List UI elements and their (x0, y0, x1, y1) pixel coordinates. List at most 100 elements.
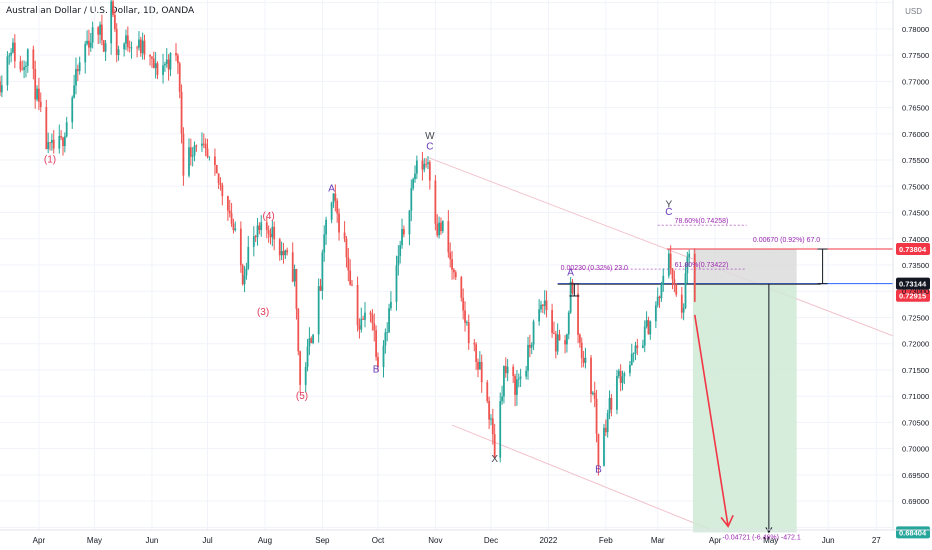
candle-body (369, 312, 372, 315)
candle-body (453, 269, 455, 273)
candle-body (156, 63, 159, 75)
candle-body (221, 184, 224, 197)
candle-body (553, 332, 555, 334)
candle-body (208, 156, 211, 158)
candle-body (451, 259, 453, 270)
price-tag-bg (896, 526, 930, 539)
currency-label: USD (905, 7, 922, 16)
candle-body (656, 296, 659, 306)
candle-body (308, 338, 311, 347)
candle-body (504, 366, 507, 374)
price-tick-label: 0.72500 (902, 313, 929, 322)
candle-body (23, 67, 25, 70)
candle-body (306, 346, 309, 368)
wave-label: (4) (263, 211, 275, 222)
candle-body (603, 427, 605, 466)
candle-body (169, 53, 172, 70)
candle-body (643, 326, 646, 346)
candle-body (76, 69, 79, 72)
price-tick-label: 0.75500 (902, 156, 929, 165)
candle-body (501, 396, 503, 402)
candle-body (554, 333, 557, 352)
candle-body (488, 401, 491, 420)
candle-body (204, 143, 207, 149)
candle-body (528, 344, 531, 348)
candle-body (410, 188, 413, 211)
candle-body (567, 312, 570, 335)
candle-body (45, 107, 48, 150)
candle-body (571, 281, 574, 294)
candle-body (427, 162, 429, 164)
projection-arrow (693, 314, 729, 527)
time-tick-label: Jun (145, 536, 158, 545)
candle-body (362, 318, 365, 320)
candle-body (684, 273, 687, 308)
candle-body (139, 39, 142, 54)
candle-body (675, 284, 678, 295)
candle-body (284, 250, 287, 256)
time-tick-label: Apr (709, 536, 722, 545)
candle-body (102, 40, 105, 52)
candle-body (621, 376, 624, 383)
candle-body (141, 40, 144, 54)
candle-body (641, 345, 644, 348)
candle-body (180, 91, 183, 134)
time-tick-label: Mar (651, 536, 665, 545)
candle-body (408, 210, 411, 235)
candle-body (136, 47, 138, 49)
candle-body (629, 365, 631, 374)
candle-body (299, 351, 302, 385)
candle-body (532, 321, 535, 345)
candle-body (304, 367, 307, 385)
candle-body (608, 397, 611, 414)
candle-body (447, 220, 450, 253)
candle-body (345, 238, 348, 258)
candle-body (486, 382, 489, 402)
candle-body (176, 55, 179, 64)
time-tick-label: Feb (599, 536, 613, 545)
candle-body (10, 52, 13, 56)
candle-body (375, 330, 377, 357)
candle-body (130, 47, 133, 49)
candle-body (566, 334, 568, 345)
candle-body (414, 173, 416, 180)
candle-body (219, 183, 222, 185)
candle-body (506, 366, 509, 374)
time-tick-label: Jul (202, 536, 212, 545)
candle-body (558, 334, 561, 341)
candle-body (113, 15, 116, 29)
candle-body (478, 361, 481, 370)
candle-body (545, 300, 548, 311)
candle-body (441, 220, 444, 232)
candle-body (645, 320, 648, 327)
wave-label: W (425, 131, 435, 142)
candle-body (527, 344, 529, 371)
candle-body (347, 257, 350, 271)
candle-body (503, 366, 505, 397)
candle-body (0, 85, 3, 93)
candle-body (202, 143, 205, 145)
candle-body (125, 35, 127, 44)
candle-body (593, 392, 596, 399)
candle-body (693, 253, 696, 302)
target-zone (692, 283, 797, 533)
candle-body (382, 345, 385, 368)
price-tick-label: 0.75000 (902, 182, 929, 191)
candle-body (525, 370, 528, 377)
candle-body (86, 40, 88, 44)
candle-body (577, 293, 579, 335)
candle-body (0, 81, 1, 93)
measure-label-stop: 0.00670 (0.92%) 67.0 (753, 237, 820, 244)
price-tag-label: 0.73804 (899, 245, 927, 254)
candle-body (604, 427, 607, 433)
candle-body (252, 236, 255, 247)
candle-body (390, 301, 392, 309)
wave-label: A (328, 184, 335, 195)
candle-body (243, 275, 246, 285)
price-tag-label: 0.72915 (899, 292, 926, 301)
candle-body (100, 24, 103, 41)
symbol-title: Australian Dollar / U.S. Dollar, 1D, OAN… (6, 6, 195, 16)
candle-body (175, 53, 177, 56)
candle-body (686, 257, 689, 274)
